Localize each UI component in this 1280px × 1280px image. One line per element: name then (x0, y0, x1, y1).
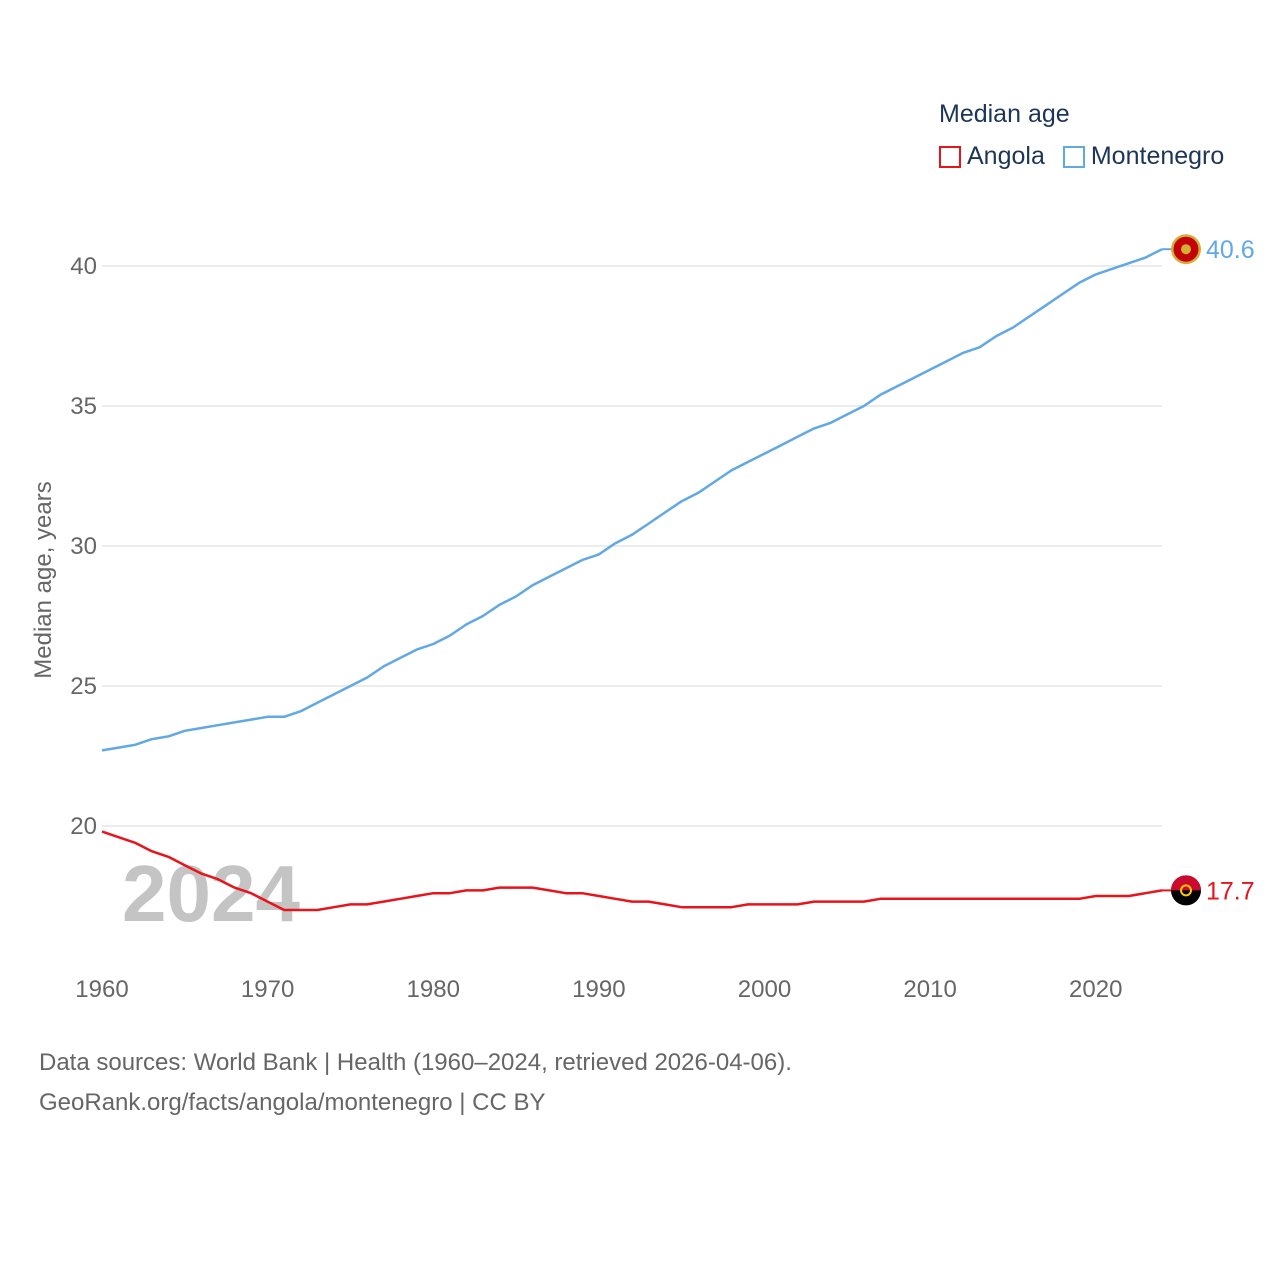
footer-link: GeoRank.org/facts/angola/montenegro | CC… (39, 1089, 546, 1116)
series-lines (101, 248, 1163, 912)
series-line-angola (101, 830, 1163, 912)
legend-item-angola[interactable]: Angola (939, 142, 1045, 171)
y-axis-ticks: 20 25 30 35 40 (70, 253, 97, 840)
flag-montenegro-icon (1171, 234, 1201, 265)
y-tick-label: 40 (70, 253, 97, 280)
legend-title: Median age (939, 100, 1070, 128)
legend-item-montenegro[interactable]: Montenegro (1062, 142, 1225, 171)
end-value-label-montenegro: 40.6 (1206, 236, 1255, 264)
end-markers: 40.6 17.7 (1162, 234, 1255, 906)
x-tick-label: 1990 (572, 976, 625, 1003)
y-tick-label: 20 (70, 813, 97, 840)
y-tick-label: 30 (70, 533, 97, 560)
gridlines (102, 265, 1162, 827)
x-axis-ticks: 1960 1970 1980 1990 2000 2010 2020 (75, 976, 1122, 1003)
year-watermark: 2024 (122, 849, 300, 938)
legend-swatch-montenegro (1062, 145, 1085, 168)
x-tick-label: 2020 (1069, 976, 1122, 1003)
legend: Angola Montenegro (939, 142, 1242, 171)
footer-sources: Data sources: World Bank | Health (1960–… (39, 1049, 792, 1076)
x-tick-label: 1970 (241, 976, 294, 1003)
y-tick-label: 25 (70, 673, 97, 700)
y-axis-label: Median age, years (30, 481, 57, 678)
x-tick-label: 1960 (75, 976, 128, 1003)
end-value-label-angola: 17.7 (1206, 877, 1255, 905)
legend-swatch-angola (939, 145, 961, 168)
legend-label-angola: Angola (967, 142, 1045, 170)
x-tick-label: 2000 (738, 976, 791, 1003)
x-tick-label: 1980 (407, 976, 460, 1003)
legend-label-montenegro: Montenegro (1090, 142, 1225, 170)
flag-emblem (1181, 244, 1191, 255)
flag-angola-icon (1171, 875, 1201, 906)
y-tick-label: 35 (70, 393, 97, 420)
flag-top (1171, 875, 1201, 891)
footer: Data sources: World Bank | Health (1960–… (39, 1043, 792, 1123)
series-line-montenegro (101, 248, 1163, 752)
flag-emblem (1180, 884, 1192, 897)
x-tick-label: 2010 (903, 976, 956, 1003)
